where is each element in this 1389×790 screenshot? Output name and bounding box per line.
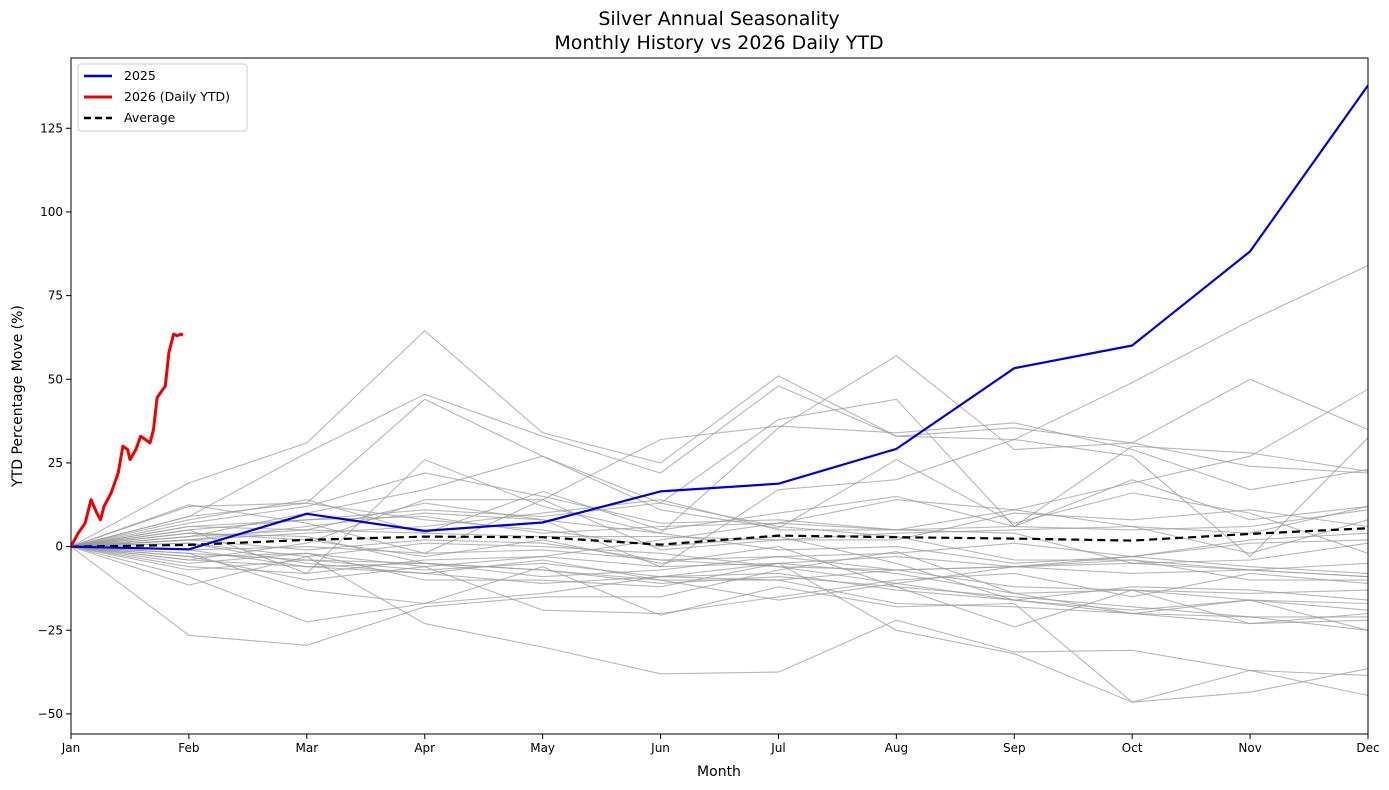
x-tick-label: Dec	[1356, 741, 1379, 755]
history-line	[71, 546, 1368, 625]
x-axis: Jan Feb Mar Apr May Jun Jul Aug Sep Oct Nov Dec	[61, 734, 1380, 755]
plot-frame	[70, 57, 1369, 735]
history-line	[71, 546, 1368, 594]
history-line	[71, 499, 1368, 561]
y-axis-title: YTD Percentage Move (%)	[10, 305, 26, 488]
x-axis-title: Month	[697, 764, 741, 780]
y-tick-label: 75	[48, 289, 63, 303]
x-tick-label: Apr	[414, 741, 435, 755]
series-line-2025	[71, 84, 1368, 551]
legend-box	[77, 63, 248, 132]
history-line	[71, 546, 1368, 578]
x-tick-label: Oct	[1122, 741, 1143, 755]
history-line	[71, 499, 1368, 548]
history-line	[71, 479, 1368, 548]
x-tick-label: Mar	[295, 741, 318, 755]
x-tick-label: Jan	[61, 741, 81, 755]
history-line	[71, 509, 1368, 554]
history-line	[71, 546, 1368, 703]
legend-label-2025: 2025	[124, 68, 156, 83]
y-tick-label: 50	[48, 372, 63, 386]
history-line	[71, 455, 1368, 554]
y-tick-label: 25	[48, 456, 63, 470]
history-line	[71, 472, 1368, 564]
history-line	[71, 542, 1368, 611]
history-line	[71, 546, 1368, 615]
x-tick-label: Jun	[650, 741, 670, 755]
x-tick-label: Jul	[770, 741, 785, 755]
legend-label-2026: 2026 (Daily YTD)	[124, 89, 230, 104]
y-tick-label: 0	[55, 540, 63, 554]
y-axis: −50 −25 0 25 50 75 100 125	[38, 121, 71, 721]
history-line	[71, 388, 1368, 568]
history-line	[71, 437, 1368, 568]
history-line	[71, 505, 1368, 548]
history-line	[71, 502, 1368, 601]
y-tick-label: −50	[38, 707, 63, 721]
series-line-average	[71, 527, 1368, 548]
history-line	[71, 532, 1368, 615]
x-tick-label: Feb	[178, 741, 199, 755]
x-tick-label: Aug	[885, 741, 908, 755]
history-line	[71, 546, 1368, 646]
history-line	[71, 532, 1368, 631]
y-tick-label: 125	[40, 121, 63, 135]
history-lines	[71, 265, 1368, 703]
y-tick-label: −25	[38, 623, 63, 637]
history-line	[71, 542, 1368, 578]
history-line	[71, 378, 1368, 548]
chart-subtitle: Monthly History vs 2026 Daily YTD	[554, 32, 883, 54]
history-line	[71, 546, 1368, 618]
series-line-2026-daily-ytd	[71, 332, 184, 548]
legend: 2025 2026 (Daily YTD) Average	[77, 63, 248, 132]
x-tick-label: Sep	[1003, 741, 1026, 755]
history-line	[71, 265, 1368, 548]
legend-label-average: Average	[124, 110, 176, 125]
x-tick-label: May	[530, 741, 555, 755]
x-tick-label: Nov	[1238, 741, 1261, 755]
history-line	[71, 355, 1368, 575]
main-series	[71, 84, 1368, 551]
chart-title: Silver Annual Seasonality	[598, 8, 839, 30]
y-tick-label: 100	[40, 205, 63, 219]
history-line	[71, 546, 1368, 581]
